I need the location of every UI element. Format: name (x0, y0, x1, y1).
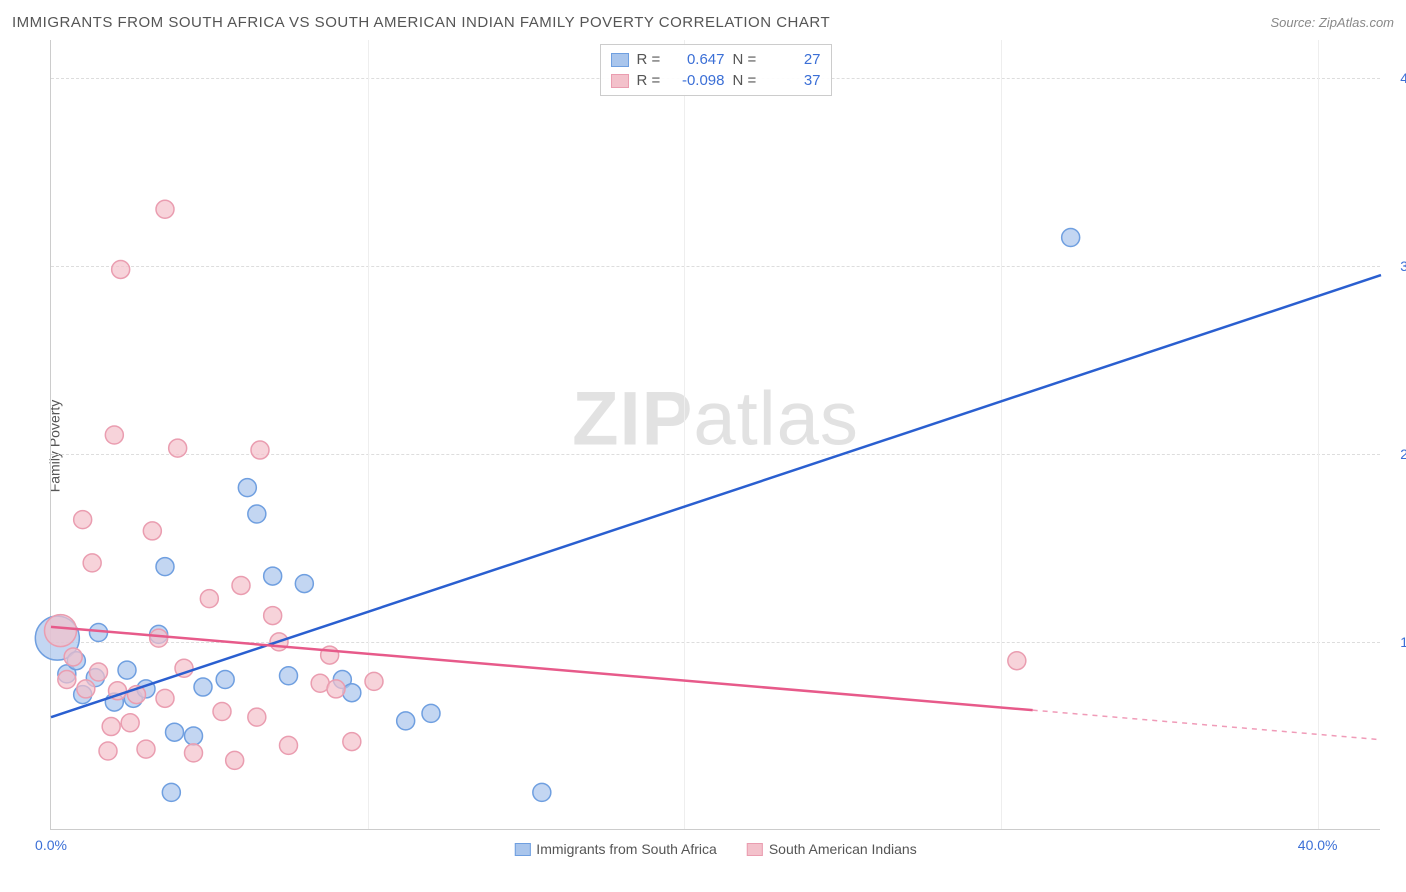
scatter-point (156, 200, 174, 218)
series-b-name: South American Indians (769, 841, 917, 857)
scatter-point (213, 703, 231, 721)
scatter-point (77, 680, 95, 698)
chart-svg (51, 40, 1380, 829)
scatter-point (118, 661, 136, 679)
legend-row-b: R = -0.098 N = 37 (611, 70, 821, 91)
scatter-point (156, 689, 174, 707)
scatter-point (280, 736, 298, 754)
scatter-point (194, 678, 212, 696)
swatch-series-b (747, 843, 763, 856)
scatter-point (112, 260, 130, 278)
source-attribution: Source: ZipAtlas.com (1270, 15, 1394, 30)
scatter-point (280, 667, 298, 685)
scatter-point (185, 744, 203, 762)
scatter-point (150, 629, 168, 647)
scatter-point (327, 680, 345, 698)
scatter-point (105, 426, 123, 444)
legend-item-a: Immigrants from South Africa (514, 841, 717, 857)
chart-container: IMMIGRANTS FROM SOUTH AFRICA VS SOUTH AM… (0, 0, 1406, 892)
scatter-point (74, 511, 92, 529)
series-a-name: Immigrants from South Africa (536, 841, 717, 857)
scatter-point (1008, 652, 1026, 670)
legend-row-a: R = 0.647 N = 27 (611, 49, 821, 70)
scatter-point (121, 714, 139, 732)
series-legend: Immigrants from South Africa South Ameri… (514, 841, 916, 857)
trend-line-extrapolated (1033, 710, 1381, 740)
scatter-point (248, 708, 266, 726)
scatter-point (397, 712, 415, 730)
x-tick-label: 40.0% (1298, 837, 1338, 853)
swatch-series-b (611, 74, 629, 88)
plot-area: ZIPatlas 10.0%20.0%30.0%40.0%0.0%40.0% R… (50, 40, 1380, 830)
title-bar: IMMIGRANTS FROM SOUTH AFRICA VS SOUTH AM… (12, 10, 1394, 34)
n-label: N = (733, 51, 759, 68)
y-tick-label: 20.0% (1385, 446, 1406, 462)
scatter-point (45, 615, 77, 647)
r-value-a: 0.647 (671, 51, 725, 68)
scatter-point (99, 742, 117, 760)
scatter-point (102, 718, 120, 736)
chart-title: IMMIGRANTS FROM SOUTH AFRICA VS SOUTH AM… (12, 14, 830, 31)
x-tick-label: 0.0% (35, 837, 67, 853)
correlation-legend: R = 0.647 N = 27 R = -0.098 N = 37 (600, 44, 832, 96)
y-tick-label: 40.0% (1385, 70, 1406, 86)
scatter-point (200, 590, 218, 608)
scatter-point (232, 576, 250, 594)
scatter-point (365, 672, 383, 690)
scatter-point (238, 479, 256, 497)
n-value-a: 27 (767, 51, 821, 68)
scatter-point (143, 522, 161, 540)
scatter-point (162, 783, 180, 801)
scatter-point (343, 733, 361, 751)
swatch-series-a (514, 843, 530, 856)
scatter-point (295, 575, 313, 593)
scatter-point (58, 671, 76, 689)
r-label: R = (637, 51, 663, 68)
scatter-point (264, 567, 282, 585)
scatter-point (264, 607, 282, 625)
scatter-point (248, 505, 266, 523)
legend-item-b: South American Indians (747, 841, 917, 857)
scatter-point (1062, 229, 1080, 247)
scatter-point (90, 663, 108, 681)
swatch-series-a (611, 53, 629, 67)
scatter-point (343, 684, 361, 702)
y-tick-label: 10.0% (1385, 634, 1406, 650)
scatter-point (64, 648, 82, 666)
r-value-b: -0.098 (671, 72, 725, 89)
scatter-point (83, 554, 101, 572)
scatter-point (226, 751, 244, 769)
scatter-point (156, 558, 174, 576)
scatter-point (169, 439, 187, 457)
scatter-point (422, 704, 440, 722)
n-value-b: 37 (767, 72, 821, 89)
scatter-point (533, 783, 551, 801)
scatter-point (166, 723, 184, 741)
scatter-point (251, 441, 269, 459)
y-tick-label: 30.0% (1385, 258, 1406, 274)
n-label: N = (733, 72, 759, 89)
r-label: R = (637, 72, 663, 89)
scatter-point (137, 740, 155, 758)
scatter-point (216, 671, 234, 689)
scatter-point (185, 727, 203, 745)
